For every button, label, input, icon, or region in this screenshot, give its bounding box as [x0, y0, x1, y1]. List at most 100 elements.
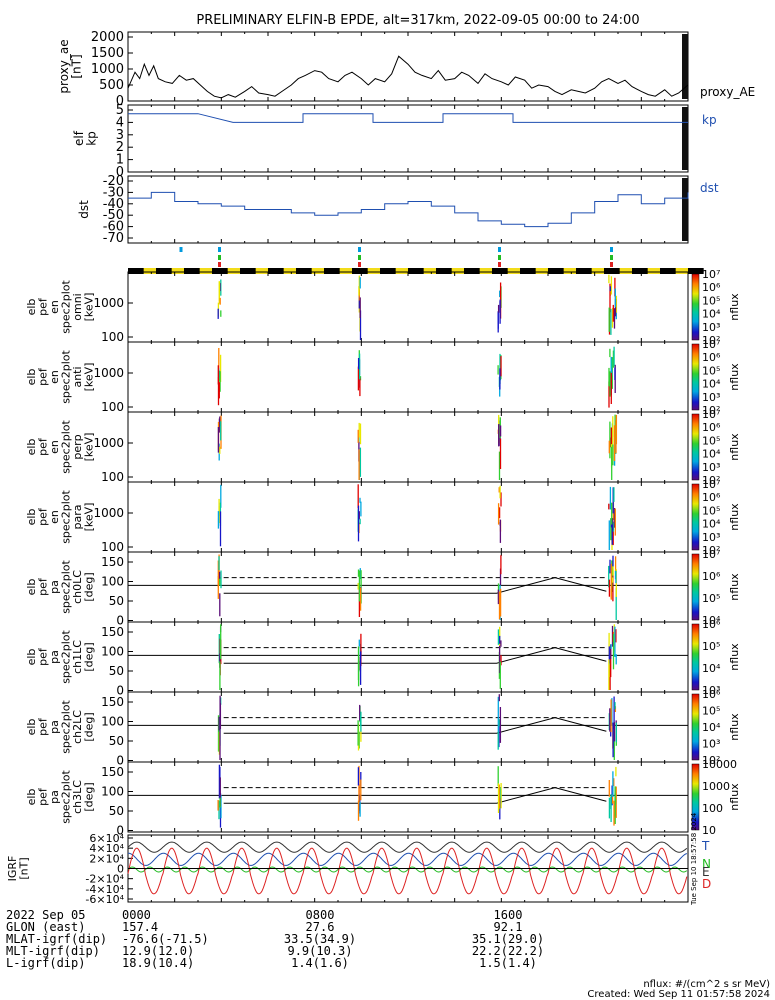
shadow-segment: [632, 268, 648, 274]
science-zone-marker: [498, 262, 501, 267]
igrf-legend-N: N: [702, 857, 711, 871]
science-zone-marker: [358, 262, 361, 267]
plot-title: PRELIMINARY ELFIN-B EPDE, alt=317km, 202…: [196, 13, 639, 28]
colorbar-label: nflux: [728, 503, 741, 531]
colorbar-tick-label: 10³: [702, 391, 720, 404]
pitch-angle-spectrogram-panel: [127, 551, 689, 623]
proxy-ae-tick-label: 500: [99, 78, 124, 93]
pitch-tick-label: 50: [109, 664, 124, 678]
footer-value: 1600: [494, 908, 523, 922]
colorbar-tick-label: 10³: [702, 684, 720, 697]
colorbar-tick-label: 10⁴: [702, 378, 721, 391]
pitch-spectrogram-ylabel: elbpefpaspec2plotch0LC[deg]: [25, 560, 96, 614]
dst-ylabel: dst: [77, 200, 91, 219]
colorbar-tick-label: 10⁶: [702, 421, 721, 434]
colorbar-label: nflux: [728, 643, 741, 671]
colorbar-tick-label: 100: [702, 802, 723, 815]
shadow-segment: [184, 268, 200, 274]
igrf-tick-label: -2×10⁴: [85, 873, 124, 886]
shadow-segment: [156, 268, 172, 274]
footer-value: 33.5(34.9): [284, 932, 356, 946]
pitch-tick-label: 100: [101, 715, 124, 729]
footer-value: 9.9(10.3): [287, 944, 352, 958]
energy-colorbar: [691, 273, 700, 341]
footer-value: 12.9(12.0): [122, 944, 194, 958]
energy-colorbar: [691, 413, 700, 481]
shadow-segment: [520, 268, 536, 274]
colorbar-tick-label: 10⁵: [702, 705, 720, 718]
colorbar-tick-label: 10⁷: [702, 478, 720, 491]
energy-spectrogram-panel: [127, 271, 689, 343]
pitch-colorbar: [691, 623, 700, 691]
energy-spectrogram-ylabel: elbpefenspec2plotomni[keV]: [25, 280, 96, 334]
pitch-colorbar: [691, 553, 700, 621]
igrf-tick-label: -4×10⁴: [85, 883, 124, 896]
pitch-colorbar: [691, 763, 700, 831]
energy-tick-label: 1000: [93, 436, 124, 450]
igrf-tick-label: 6×10⁴: [89, 832, 124, 845]
science-zone-marker: [610, 247, 613, 252]
colorbar-tick-label: 10: [702, 824, 716, 837]
energy-tick-label: 100: [101, 330, 124, 344]
dst-tick-label: -70: [103, 231, 124, 246]
colorbar-tick-label: 10⁵: [702, 364, 720, 377]
pitch-spectrogram-ylabel: elbpefpaspec2plotch3LC[deg]: [25, 770, 96, 824]
energy-tick-label: 100: [101, 540, 124, 554]
energy-spectrogram-ylabel: elbpefenspec2plotperp[keV]: [25, 420, 96, 474]
dst-series-line: [128, 191, 689, 228]
footer-row-label: GLON (east): [6, 920, 85, 934]
igrf-ylabel: IGRF[nT]: [6, 856, 31, 882]
footer-value: 0800: [306, 908, 335, 922]
pitch-tick-label: 0: [116, 614, 124, 628]
dst-tick-label: -20: [103, 174, 124, 189]
footer-row-label: 2022 Sep 05: [6, 908, 85, 922]
kp-series-line: [128, 113, 688, 123]
colorbar-tick-label: 10³: [702, 461, 720, 474]
pitch-tick-label: 150: [101, 765, 124, 779]
igrf-tick-label: 4×10⁴: [89, 842, 124, 855]
science-zone-marker: [218, 262, 221, 267]
igrf-tick-label: -6×10⁴: [85, 893, 124, 906]
pitch-tick-label: 150: [101, 555, 124, 569]
colorbar-tick-label: 10⁵: [702, 640, 720, 653]
shadow-segment: [324, 268, 340, 274]
colorbar-label: nflux: [728, 713, 741, 741]
shadow-segment: [296, 268, 312, 274]
kp-tick-label: 0: [116, 165, 124, 180]
footer-value: 157.4: [122, 920, 158, 934]
pitch-tick-label: 50: [109, 804, 124, 818]
created-timestamp: Created: Wed Sep 11 01:57:58 2024: [587, 989, 770, 1000]
colorbar-tick-label: 10²: [702, 754, 720, 767]
dst-panel: [127, 175, 689, 244]
pitch-tick-label: 150: [101, 695, 124, 709]
footer-row-label: MLAT-igrf(dip): [6, 932, 107, 946]
shadow-segment: [268, 268, 284, 274]
science-zone-marker: [498, 255, 501, 260]
units-note: nflux: #/(cm^2 s sr MeV): [643, 979, 770, 990]
pitch-tick-label: 100: [101, 575, 124, 589]
colorbar-tick-label: 10⁶: [702, 351, 721, 364]
pitch-spectrogram-ylabel: elbpefpaspec2plotch2LC[deg]: [25, 700, 96, 754]
energy-colorbar: [691, 343, 700, 411]
shadow-segment: [576, 268, 592, 274]
colorbar-tick-label: 10⁴: [702, 662, 721, 675]
energy-tick-label: 1000: [93, 506, 124, 520]
kp-ylabel: elfkp: [72, 130, 99, 146]
pitch-tick-label: 100: [101, 785, 124, 799]
pitch-tick-label: 0: [116, 824, 124, 838]
kp-tick-label: 1: [116, 153, 124, 168]
dst-tick-label: -30: [103, 185, 124, 200]
science-zone-marker: [498, 247, 501, 252]
kp-tick-label: 4: [116, 115, 124, 130]
science-zone-marker: [358, 247, 361, 252]
science-zone-marker: [610, 255, 613, 260]
colorbar-tick-label: 10²: [702, 404, 720, 417]
pitch-spectrogram-ylabel: elbpefpaspec2plotch1LC[deg]: [25, 630, 96, 684]
shadow-segment: [240, 268, 256, 274]
footer-value: -76.6(-71.5): [122, 932, 209, 946]
footer-value: 1.4(1.6): [291, 956, 349, 970]
pitch-angle-spectrogram-panel: [127, 691, 689, 763]
science-zone-marker: [218, 255, 221, 260]
footer-value: 18.9(10.4): [122, 956, 194, 970]
